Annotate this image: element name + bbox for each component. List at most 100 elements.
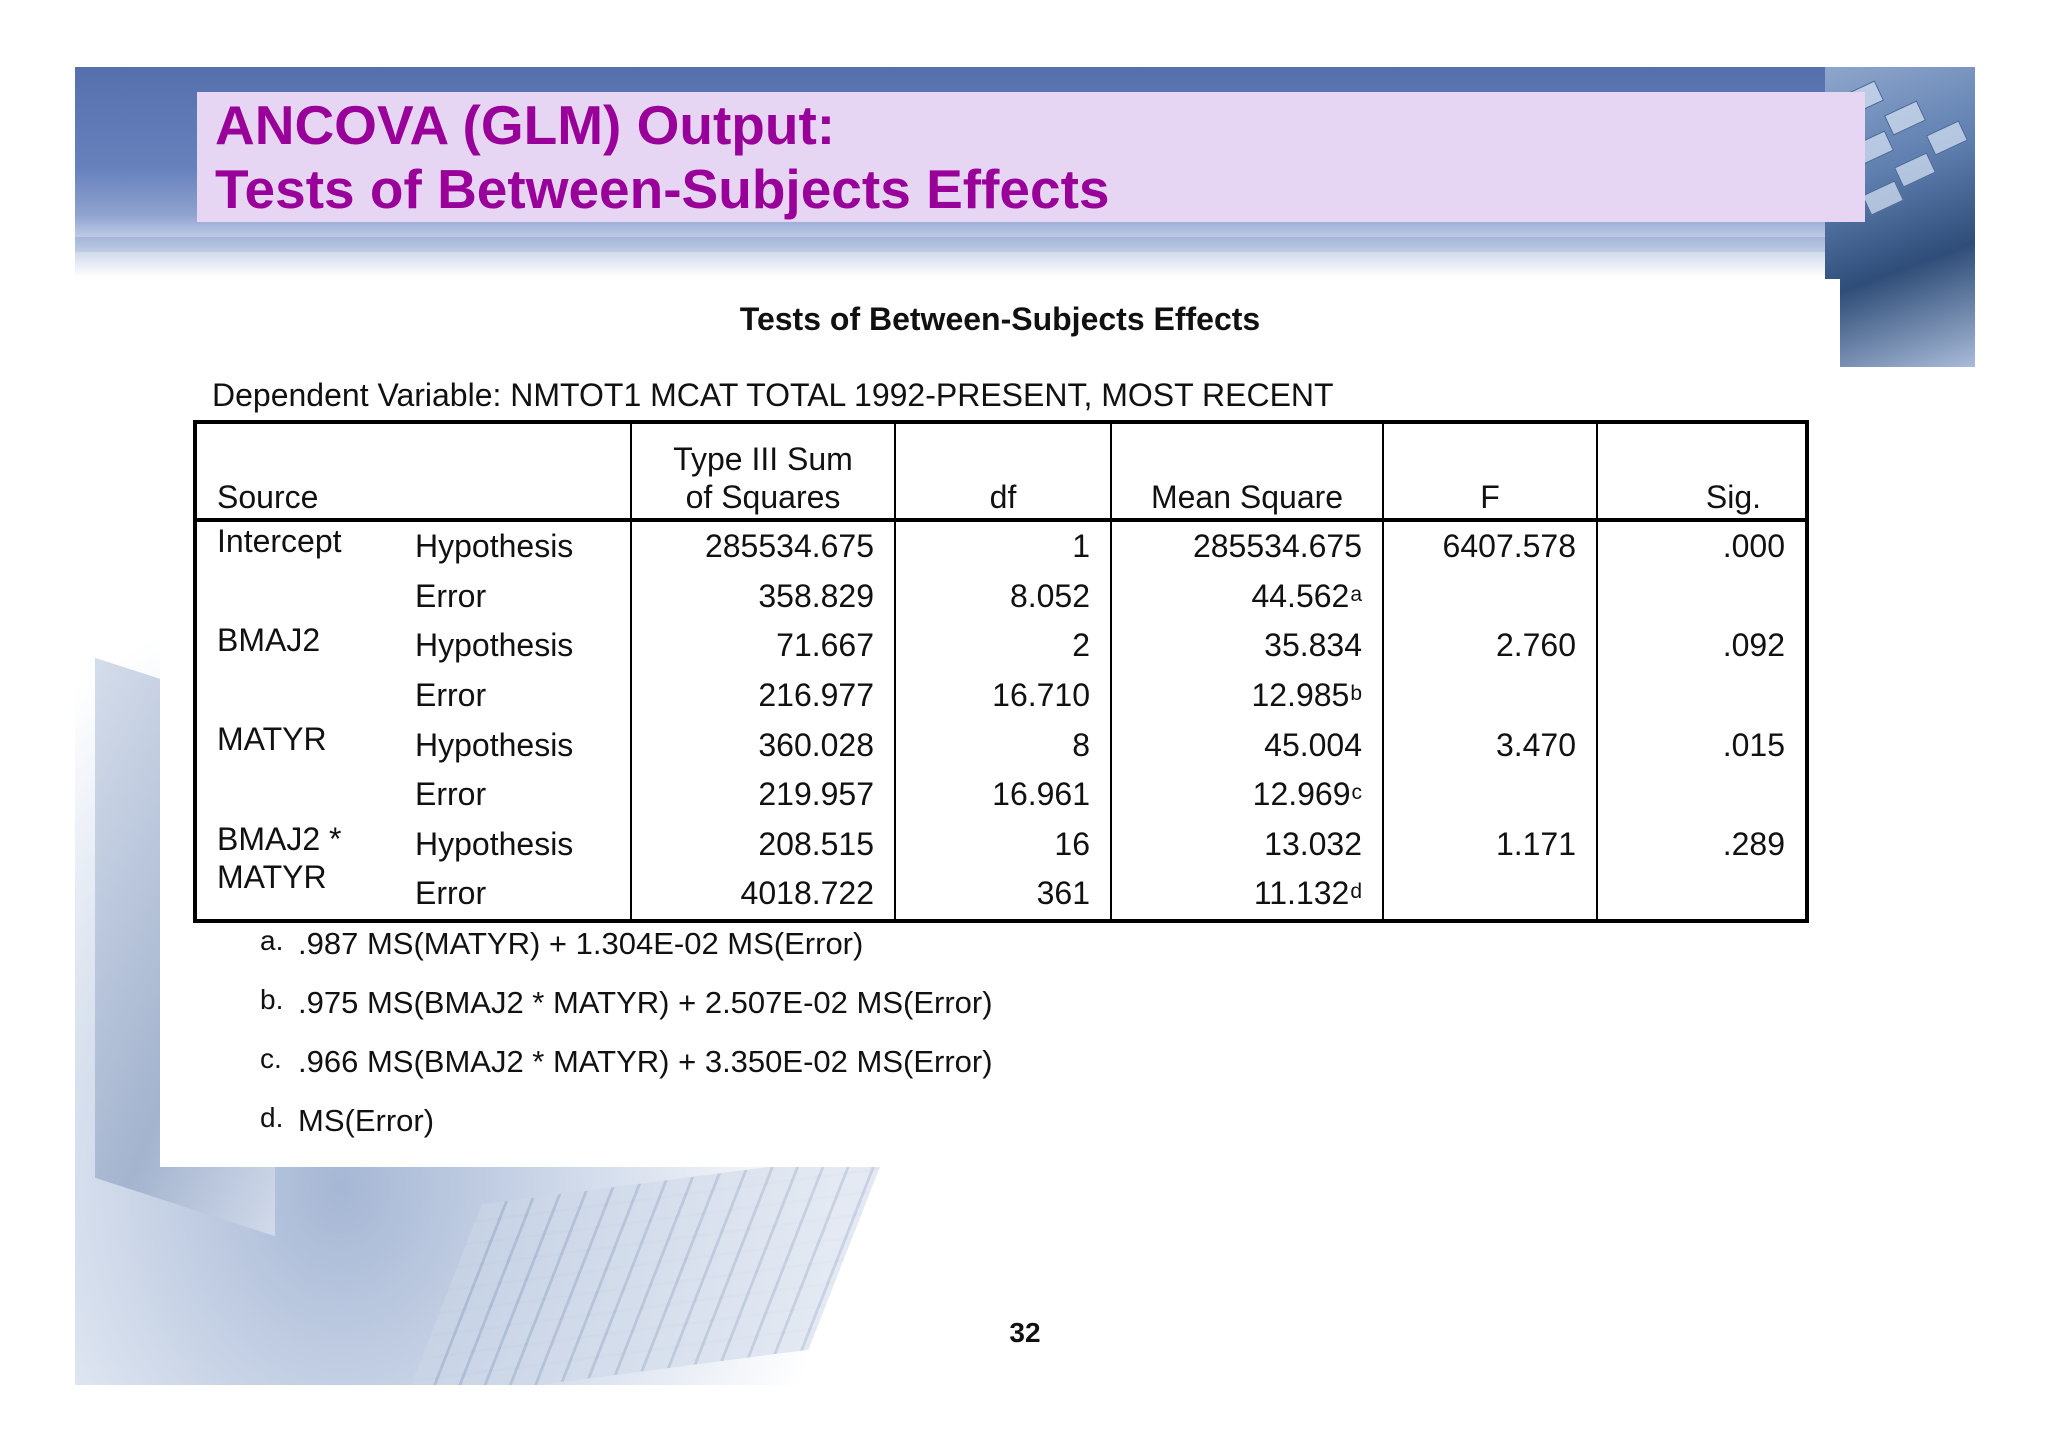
mean-square-cell: 285534.675 (1111, 520, 1385, 572)
header-sig-text: Sig. (1705, 479, 1762, 515)
sig-cell-empty (1597, 770, 1807, 820)
footnote-c: c. .966 MS(BMAJ2 * MATYR) + 3.350E-02 MS(… (260, 1029, 993, 1088)
footnote-text: .966 MS(BMAJ2 * MATYR) + 3.350E-02 MS(Er… (298, 1044, 993, 1079)
mean-square-value: 11.132 (1253, 875, 1350, 912)
source-name-line-1: BMAJ2 * (217, 820, 342, 857)
sum-of-squares-cell: 216.977 (631, 670, 897, 721)
table-row: BMAJ2 * MATYR Hypothesis 208.515 16 13.03… (195, 819, 1807, 895)
mean-square-cell: 11.132d (1111, 869, 1385, 921)
row-type-label: Hypothesis (395, 720, 633, 770)
header-ss-line-2: of Squares (685, 479, 841, 515)
f-cell: 2.760 (1383, 621, 1599, 671)
f-cell: 6407.578 (1383, 520, 1599, 572)
f-cell-empty (1383, 769, 1599, 820)
table-footnotes: a. .987 MS(MATYR) + 1.304E-02 MS(Error) b… (260, 911, 993, 1147)
sig-cell: .015 (1722, 726, 1786, 763)
header-ms-text: Mean Square (1150, 479, 1344, 515)
source-intercept: Intercept (217, 523, 342, 559)
table-row: Error 358.829 8.052 44.562a (195, 571, 1807, 622)
footnote-marker: d (1350, 880, 1363, 904)
key-shape (1884, 100, 1926, 136)
mean-square-value: 12.969 (1252, 776, 1351, 813)
table-row: Error 219.957 16.961 12.969c (195, 769, 1807, 820)
sum-of-squares-cell: 358.829 (631, 571, 897, 622)
sig-cell-empty (1597, 671, 1807, 721)
footnote-letter: c. (260, 1043, 282, 1074)
slide-title-line-1: ANCOVA (GLM) Output: (215, 94, 836, 156)
header-f-text: F (1480, 479, 1500, 515)
f-cell-empty (1383, 670, 1599, 721)
header-sig: Sig. (1597, 422, 1808, 522)
row-type-label: Hypothesis (395, 520, 633, 572)
footnote-marker: a (1350, 582, 1363, 606)
df-cell: 361 (895, 869, 1113, 921)
header-f: F (1383, 422, 1599, 522)
mean-square-cell: 45.004 (1111, 720, 1385, 770)
footnote-text: .975 MS(BMAJ2 * MATYR) + 2.507E-02 MS(Er… (298, 985, 993, 1020)
header-sum-of-squares: Type III Sum of Squares (631, 422, 897, 522)
source-bmaj2-matyr-interaction: BMAJ2 * MATYR (195, 820, 395, 921)
table-title: Tests of Between-Subjects Effects (739, 301, 1261, 337)
source-matyr: MATYR (217, 721, 327, 758)
table-row: MATYR Hypothesis 360.028 8 45.004 3.470 … (195, 720, 1807, 770)
page-number: 32 (1009, 1317, 1041, 1348)
header-df: df (895, 422, 1113, 522)
mean-square-cell: 35.834 (1111, 621, 1385, 671)
slide: ANCOVA (GLM) Output: Tests of Between-Su… (75, 67, 1975, 1385)
dependent-variable-label: Dependent Variable: NMTOT1 MCAT TOTAL 19… (212, 377, 1334, 413)
sum-of-squares-cell: 208.515 (631, 819, 897, 870)
sum-of-squares-cell: 4018.722 (631, 869, 897, 921)
sum-of-squares-cell: 360.028 (631, 720, 897, 770)
header-band-fade (75, 237, 1975, 277)
df-cell: 1 (895, 520, 1113, 572)
key-shape (1862, 180, 1904, 216)
f-cell: 1.171 (1383, 819, 1599, 870)
sig-cell: .289 (1722, 825, 1786, 862)
table-row: BMAJ2 Hypothesis 71.667 2 35.834 2.760 .… (195, 621, 1807, 671)
mean-square-cell: 13.032 (1111, 819, 1385, 870)
sig-cell-empty (1597, 572, 1807, 622)
row-type-label: Error (395, 670, 633, 721)
df-cell: 16.961 (895, 769, 1113, 820)
footnote-marker: b (1350, 682, 1363, 706)
footnote-d: d. MS(Error) (260, 1088, 993, 1147)
header-ss-line-1: Type III Sum (673, 441, 853, 477)
f-cell-empty (1383, 571, 1599, 622)
mean-square-cell: 12.969c (1111, 769, 1385, 820)
source-bmaj2: BMAJ2 (217, 622, 321, 659)
df-cell: 8.052 (895, 571, 1113, 622)
table-row: Error 4018.722 361 11.132d (195, 869, 1807, 921)
row-type-label: Error (395, 869, 633, 921)
source-name-line-2: MATYR (217, 858, 327, 895)
header-mean-square: Mean Square (1111, 422, 1385, 522)
row-type-label: Error (395, 571, 633, 622)
sum-of-squares-cell: 71.667 (631, 621, 897, 671)
footnote-a: a. .987 MS(MATYR) + 1.304E-02 MS(Error) (260, 911, 993, 970)
footnote-b: b. .975 MS(BMAJ2 * MATYR) + 2.507E-02 MS(… (260, 970, 993, 1029)
slide-title-line-2: Tests of Between-Subjects Effects (215, 158, 1110, 220)
table-row: Error 216.977 16.710 12.985b (195, 670, 1807, 721)
f-cell: 3.470 (1383, 720, 1599, 770)
f-cell-empty (1383, 869, 1599, 921)
df-cell: 16 (895, 819, 1113, 870)
header-source: Source (195, 422, 633, 522)
df-cell: 2 (895, 621, 1113, 671)
df-cell: 16.710 (895, 670, 1113, 721)
table-row: Intercept Hypothesis 285534.675 1 285534… (195, 520, 1807, 572)
header-df-text: df (989, 479, 1017, 515)
sig-cell: .000 (1722, 528, 1786, 565)
mean-square-value: 12.985 (1251, 677, 1350, 714)
df-cell: 8 (895, 720, 1113, 770)
spss-output-panel: Tests of Between-Subjects Effects Depend… (160, 279, 1840, 1167)
header-source-text: Source (217, 479, 319, 515)
mean-square-value: 44.562 (1251, 577, 1350, 614)
footnote-letter: d. (260, 1102, 284, 1133)
mean-square-cell: 44.562a (1111, 571, 1385, 622)
mean-square-cell: 12.985b (1111, 670, 1385, 721)
sum-of-squares-cell: 219.957 (631, 769, 897, 820)
table-header-row: Source Type III Sum of Squares df Mean Sq… (195, 422, 1808, 522)
footnote-marker: c (1351, 781, 1363, 805)
footnote-text: MS(Error) (298, 1103, 435, 1138)
sum-of-squares-cell: 285534.675 (631, 520, 897, 572)
row-type-label: Hypothesis (395, 819, 633, 870)
